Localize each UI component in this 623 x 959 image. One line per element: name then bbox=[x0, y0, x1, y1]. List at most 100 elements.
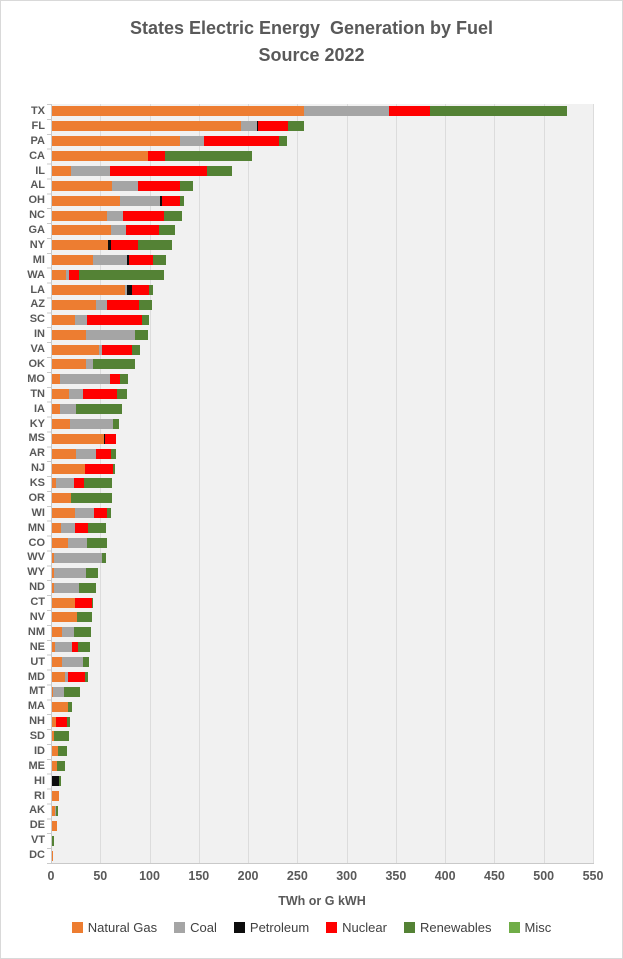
bar-segment-renewables bbox=[159, 225, 176, 236]
bar-segment-coal bbox=[59, 404, 76, 415]
plot-area bbox=[51, 104, 594, 864]
bar-segment-coal bbox=[124, 285, 127, 296]
bar-segment-natural-gas bbox=[52, 240, 109, 251]
bar-segment-coal bbox=[60, 523, 75, 534]
bar-segment-petroleum bbox=[126, 285, 132, 296]
bar-segment-natural-gas bbox=[52, 478, 56, 489]
bar-segment-coal bbox=[53, 567, 87, 578]
y-axis-label: MS bbox=[28, 432, 46, 445]
legend-label: Renewables bbox=[419, 920, 492, 935]
bar-row bbox=[52, 848, 594, 863]
bar-row bbox=[52, 417, 594, 432]
bar-segment-coal bbox=[54, 642, 72, 653]
y-axis-label: FL bbox=[31, 119, 45, 132]
legend-item-petroleum: Petroleum bbox=[233, 920, 310, 935]
bar-segment-coal bbox=[304, 106, 389, 117]
y-axis-label: VA bbox=[30, 343, 45, 356]
bar-segment-renewables bbox=[87, 538, 108, 549]
x-axis-tick-label: 300 bbox=[336, 869, 358, 883]
bar-segment-nuclear bbox=[68, 270, 79, 281]
bar-row bbox=[52, 283, 594, 298]
bar-segment-renewables bbox=[78, 270, 165, 281]
bar-segment-nuclear bbox=[122, 210, 165, 221]
bar-segment-petroleum bbox=[256, 121, 258, 132]
bar-row bbox=[52, 625, 594, 640]
bar-segment-renewables bbox=[92, 597, 94, 608]
legend-swatch-icon bbox=[233, 922, 245, 933]
y-axis-label: LA bbox=[30, 283, 45, 296]
bar-segment-coal bbox=[64, 671, 68, 682]
bar-row bbox=[52, 774, 594, 789]
bar-segment-renewables bbox=[134, 329, 148, 340]
bar-segment-coal bbox=[53, 582, 79, 593]
bar-segment-renewables bbox=[180, 195, 185, 206]
bar-row bbox=[52, 268, 594, 283]
bar-segment-nuclear bbox=[87, 314, 142, 325]
bar-segment-renewables bbox=[164, 210, 183, 221]
gridline bbox=[248, 104, 250, 863]
legend-item-nuclear: Nuclear bbox=[326, 920, 387, 935]
y-axis-label: WA bbox=[27, 268, 45, 281]
bar-segment-renewables bbox=[180, 180, 193, 191]
legend-label: Petroleum bbox=[249, 920, 310, 935]
bar-segment-coal bbox=[69, 418, 114, 429]
bar-row bbox=[52, 193, 594, 208]
bar-segment-natural-gas bbox=[52, 165, 71, 176]
bar-segment-renewables bbox=[102, 552, 107, 563]
bar-segment-natural-gas bbox=[52, 746, 58, 757]
bar-row bbox=[52, 729, 594, 744]
y-axis-label: VT bbox=[30, 834, 45, 847]
y-axis-label: CO bbox=[28, 536, 46, 549]
bar-row bbox=[52, 640, 594, 655]
gridline bbox=[149, 104, 151, 863]
bar-segment-natural-gas bbox=[52, 731, 54, 742]
bar-segment-natural-gas bbox=[52, 374, 60, 385]
legend-swatch-icon bbox=[174, 922, 186, 933]
bar-segment-nuclear bbox=[96, 448, 112, 459]
bar-segment-natural-gas bbox=[52, 195, 120, 206]
bar-row bbox=[52, 744, 594, 759]
y-axis-label: NY bbox=[29, 238, 45, 251]
y-axis-label: TX bbox=[30, 105, 45, 117]
bar-segment-natural-gas bbox=[52, 433, 105, 444]
y-axis-label: PA bbox=[30, 134, 45, 147]
gridline bbox=[445, 104, 447, 863]
bar-segment-renewables bbox=[82, 657, 90, 668]
bar-segment-coal bbox=[54, 805, 56, 816]
bar-segment-natural-gas bbox=[52, 716, 56, 727]
bar-row bbox=[52, 357, 594, 372]
bar-segment-coal bbox=[61, 627, 74, 638]
bar-row bbox=[52, 595, 594, 610]
bar-segment-nuclear bbox=[110, 374, 120, 385]
bar-segment-natural-gas bbox=[52, 136, 181, 147]
bar-segment-natural-gas bbox=[52, 657, 62, 668]
bar-segment-coal bbox=[85, 359, 94, 370]
bar-segment-natural-gas bbox=[52, 285, 125, 296]
y-axis-label: NE bbox=[29, 640, 45, 653]
y-axis-label: NC bbox=[29, 209, 45, 222]
y-axis-label: IN bbox=[34, 328, 45, 341]
bar-segment-renewables bbox=[52, 835, 54, 846]
y-axis-label: ME bbox=[28, 759, 46, 772]
bar-segment-coal bbox=[112, 180, 138, 191]
bar-segment-coal bbox=[67, 538, 88, 549]
bar-segment-natural-gas bbox=[52, 701, 68, 712]
bar-segment-coal bbox=[85, 329, 135, 340]
bar-segment-natural-gas bbox=[52, 612, 77, 623]
y-axis-label: DE bbox=[29, 819, 45, 832]
bar-segment-natural-gas bbox=[52, 508, 75, 519]
bar-segment-renewables bbox=[63, 686, 80, 697]
bar-row bbox=[52, 699, 594, 714]
bar-segment-natural-gas bbox=[52, 344, 100, 355]
gridline bbox=[494, 104, 496, 863]
x-axis-tick-label: 450 bbox=[484, 869, 505, 883]
bar-row bbox=[52, 327, 594, 342]
bar-row bbox=[52, 164, 594, 179]
x-axis-tick-label: 200 bbox=[237, 869, 259, 883]
bar-segment-natural-gas bbox=[52, 538, 68, 549]
bar-segment-renewables bbox=[107, 508, 112, 519]
bar-segment-natural-gas bbox=[52, 210, 108, 221]
bar-rows bbox=[52, 104, 594, 863]
bar-segment-nuclear bbox=[128, 255, 154, 266]
bar-segment-renewables bbox=[111, 448, 117, 459]
